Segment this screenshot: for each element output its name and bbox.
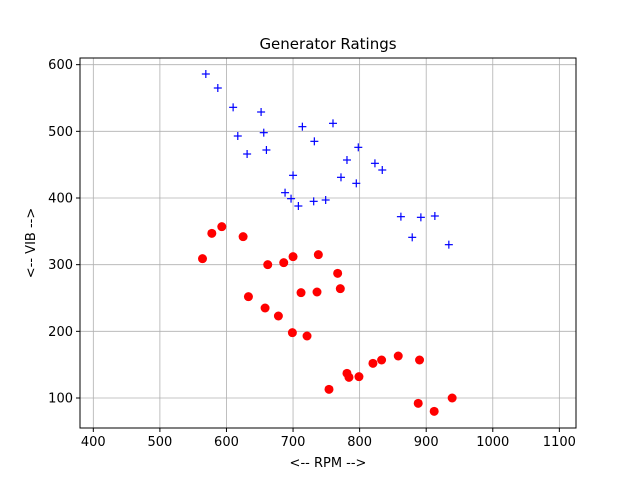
plus-marker xyxy=(396,212,405,221)
circle-marker xyxy=(429,406,439,416)
circle-marker xyxy=(302,331,312,341)
plus-marker xyxy=(259,128,268,137)
y-axis-label: <-- VIB --> xyxy=(24,208,39,278)
plus-marker xyxy=(321,196,330,204)
circle-marker xyxy=(217,222,227,232)
y-tick-label: 100 xyxy=(48,392,73,407)
circle-marker xyxy=(324,384,334,394)
x-tick-label: 400 xyxy=(81,435,106,450)
plus-marker xyxy=(352,179,361,188)
circle-marker xyxy=(377,355,387,365)
circle-marker xyxy=(273,311,283,321)
circle-marker xyxy=(296,288,306,298)
plus-marker xyxy=(281,188,290,197)
plus-marker xyxy=(336,173,345,182)
chart-title: Generator Ratings xyxy=(259,35,396,53)
plus-marker xyxy=(257,108,266,116)
x-axis-label: <-- RPM --> xyxy=(290,456,367,471)
x-tick-label: 1000 xyxy=(476,435,509,450)
y-tick-label: 300 xyxy=(48,258,73,273)
plus-marker xyxy=(342,156,351,164)
y-tick-label: 200 xyxy=(48,325,73,340)
plus-marker xyxy=(233,132,242,140)
circle-marker xyxy=(207,228,217,238)
y-tick-label: 500 xyxy=(48,125,73,140)
plot-frame xyxy=(79,57,577,429)
circle-marker xyxy=(313,250,323,260)
x-tick-label: 900 xyxy=(414,435,439,450)
circle-marker xyxy=(260,303,270,313)
plus-marker xyxy=(262,146,271,154)
x-tick-label: 500 xyxy=(147,435,172,450)
x-tick-label: 700 xyxy=(281,435,306,450)
plus-marker xyxy=(213,84,222,92)
plus-marker xyxy=(229,103,238,112)
circle-marker xyxy=(447,393,457,403)
plus-marker xyxy=(289,171,298,180)
circle-marker xyxy=(368,358,378,368)
x-tick-label: 600 xyxy=(214,435,239,450)
plus-marker xyxy=(408,233,417,242)
plus-marker xyxy=(310,137,319,146)
x-tick-label: 1100 xyxy=(543,435,576,450)
plus-marker xyxy=(298,122,307,131)
plus-marker xyxy=(328,119,337,128)
plus-marker xyxy=(294,202,303,210)
circle-marker xyxy=(288,252,298,262)
x-tick-label: 800 xyxy=(347,435,372,450)
circle-marker xyxy=(279,258,289,268)
circle-marker xyxy=(333,268,343,278)
circle-marker xyxy=(413,398,423,408)
circle-marker xyxy=(263,260,273,270)
circle-marker xyxy=(287,328,297,338)
circle-marker xyxy=(415,355,425,365)
y-tick-label: 400 xyxy=(48,192,73,207)
y-tick-label: 600 xyxy=(48,58,73,73)
circle-marker xyxy=(393,351,403,361)
plus-marker xyxy=(430,212,439,220)
circle-marker xyxy=(243,292,253,302)
plus-marker xyxy=(243,150,252,158)
plus-marker xyxy=(201,70,210,78)
circle-marker xyxy=(335,284,345,294)
grid xyxy=(80,58,576,428)
data-points xyxy=(198,70,457,416)
plus-marker xyxy=(354,143,363,152)
circle-marker xyxy=(198,254,208,264)
plus-marker xyxy=(370,159,379,168)
circle-marker xyxy=(238,232,248,242)
plus-marker xyxy=(444,240,453,249)
plus-marker xyxy=(309,197,318,206)
circle-marker xyxy=(354,372,364,382)
plus-marker xyxy=(416,213,425,222)
circle-marker xyxy=(312,287,322,297)
circle-marker xyxy=(344,372,354,382)
plus-marker xyxy=(378,166,387,174)
plus-marker xyxy=(287,194,296,203)
ticks: 400 500 600 700 800 900 1000 1100 100 200 300 400 50… xyxy=(48,58,576,450)
